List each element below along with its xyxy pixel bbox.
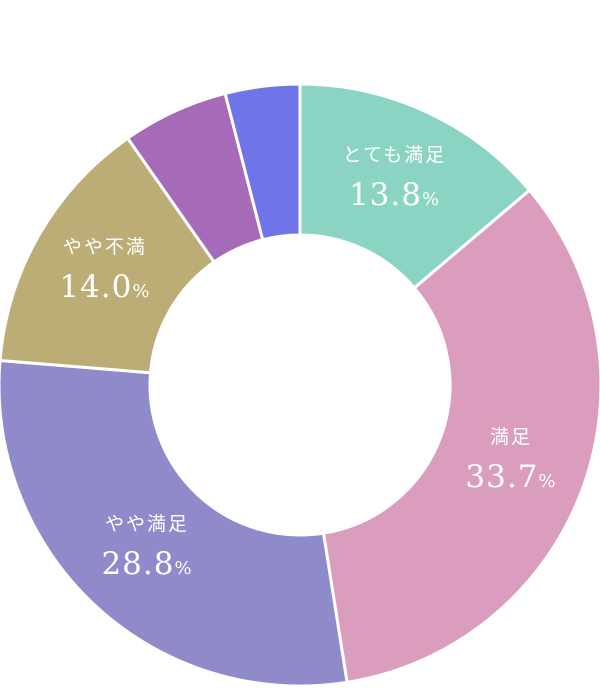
slice-unit-2: % (174, 558, 192, 579)
slice-5 (223, 82, 302, 242)
slice-3 (0, 136, 216, 375)
slices-group (0, 82, 600, 688)
slice-2 (0, 358, 349, 688)
slice-value-0: 13.8% (349, 177, 440, 213)
slice-label-1: 満足 (490, 426, 532, 448)
slice-0 (298, 82, 531, 290)
slice-label-3: やや不満 (63, 236, 147, 258)
slice-unit-1: % (538, 471, 556, 492)
slice-unit-0: % (422, 189, 440, 210)
slice-label-0: とても満足 (343, 144, 446, 166)
slice-label-2: やや満足 (105, 513, 189, 535)
slice-1 (321, 188, 600, 684)
slice-unit-3: % (132, 281, 150, 302)
slice-value-2: 28.8% (101, 546, 192, 582)
slice-value-3: 14.0% (59, 269, 150, 305)
